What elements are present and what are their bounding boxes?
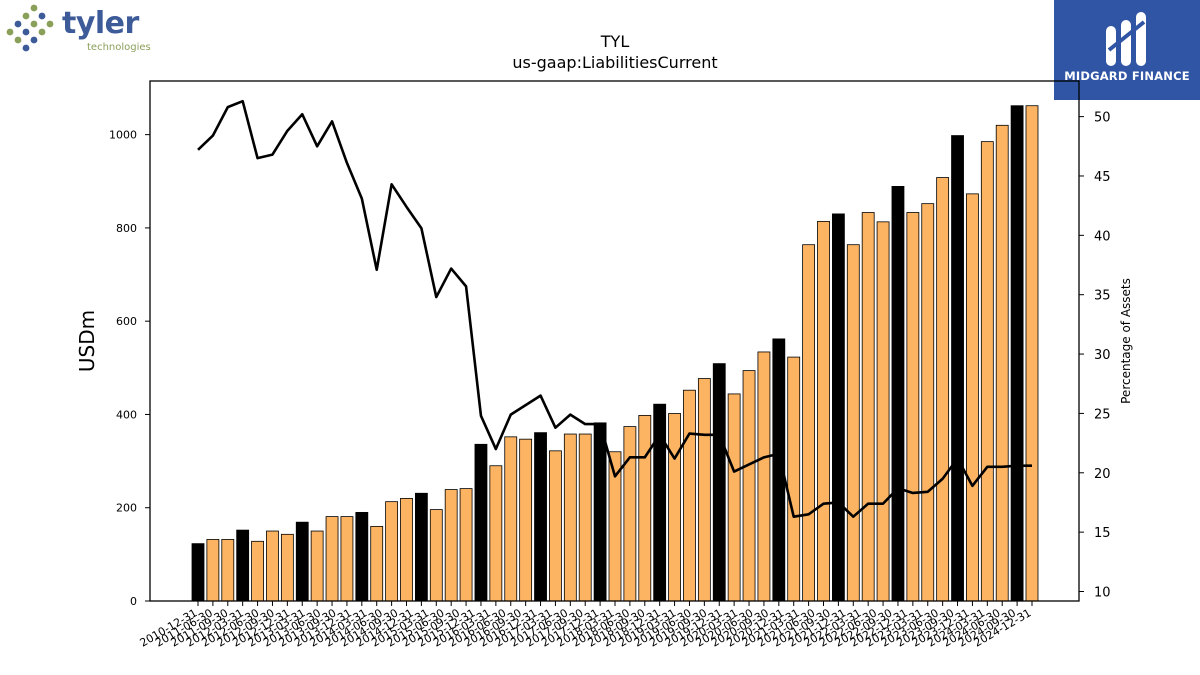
y-tick-label: 0 (130, 595, 137, 608)
bar (876, 221, 890, 602)
bar (385, 501, 399, 602)
y2-tick-label: 35 (1094, 289, 1111, 304)
bar (906, 212, 920, 602)
bar (474, 443, 488, 602)
bar (846, 244, 860, 602)
y2-tick-label: 20 (1094, 467, 1111, 482)
bar (891, 185, 905, 602)
tyler-dot (46, 20, 54, 28)
chart-title: TYL (600, 32, 630, 51)
bar (787, 356, 801, 602)
bar (1010, 105, 1024, 602)
bar (936, 177, 950, 602)
bar (414, 492, 428, 602)
y2-tick-label: 10 (1094, 586, 1111, 601)
bar (921, 203, 935, 602)
tyler-dot (22, 12, 30, 20)
bar (623, 426, 637, 602)
bar (429, 509, 443, 602)
bar (727, 393, 741, 602)
bar (251, 540, 264, 602)
bar (355, 511, 369, 602)
bar (951, 135, 964, 602)
bar (325, 516, 339, 602)
bar (980, 141, 994, 602)
bar (638, 414, 652, 602)
midgard-finance-logo: MIDGARD FINANCE (1054, 0, 1200, 100)
y-tick-label: 400 (116, 408, 137, 421)
y-axis-right: 10 15 20 25 30 35 40 45 50 (1079, 111, 1111, 601)
tyler-subtitle: technologies (87, 42, 151, 53)
midgard-emblem-icon (1106, 12, 1146, 66)
tyler-dot (22, 28, 30, 36)
bar (549, 450, 562, 602)
chart-subtitle: us-gaap:LiabilitiesCurrent (512, 53, 717, 72)
tyler-dot (38, 28, 46, 36)
tyler-dots-icon (6, 4, 54, 52)
y-tick-label: 800 (116, 222, 137, 235)
bar (206, 539, 220, 602)
bar (578, 433, 592, 602)
y-axis-label: USDm (75, 310, 99, 372)
tyler-dot (14, 20, 22, 28)
tyler-dot (22, 44, 30, 52)
bar (712, 363, 726, 602)
bar (370, 525, 384, 602)
tyler-dot (30, 20, 38, 28)
bar (563, 433, 577, 602)
y2-tick-label: 15 (1094, 526, 1111, 541)
bar (266, 530, 279, 602)
bars-group (191, 105, 1039, 602)
tyler-wordmark: tyler (62, 6, 139, 41)
bar (995, 124, 1009, 602)
bar (966, 193, 979, 602)
y2-tick-label: 25 (1094, 407, 1111, 422)
midgard-name: MIDGARD FINANCE (1064, 69, 1190, 83)
y2-tick-label: 40 (1094, 229, 1111, 244)
bar (444, 489, 458, 602)
bar (593, 422, 607, 602)
bar (742, 370, 756, 602)
bar (1025, 105, 1039, 602)
bar (519, 438, 533, 602)
y-tick-label: 200 (116, 502, 137, 515)
bar (817, 220, 830, 602)
bar (831, 213, 845, 602)
tyler-dot (30, 36, 38, 44)
y2-axis-label: Percentage of Assets (1119, 278, 1133, 404)
bar (683, 389, 696, 602)
bar (221, 539, 235, 602)
line-group (197, 99, 1032, 519)
y-axis-left: 0 200 400 600 800 1000 (109, 129, 150, 608)
bar (697, 378, 711, 602)
bar (236, 529, 250, 602)
tyler-dot (6, 28, 14, 36)
bar (280, 533, 294, 602)
bar (757, 351, 771, 602)
bar (504, 436, 518, 602)
y2-tick-label: 50 (1094, 111, 1111, 126)
x-axis: 2010-12-312011-06-302011-09-302012-03-31… (138, 601, 1034, 650)
y-tick-label: 1000 (109, 129, 137, 142)
tyler-logo: tyler technologies (4, 4, 154, 56)
bar (861, 212, 875, 602)
bar (668, 413, 681, 602)
bar (191, 543, 205, 602)
percentage-line (197, 99, 1032, 519)
bar (802, 244, 816, 602)
bar (295, 521, 309, 602)
bar (340, 516, 354, 602)
bar (310, 530, 324, 602)
tyler-dot (14, 36, 22, 44)
bar (459, 488, 473, 602)
bar (489, 465, 503, 602)
y-tick-label: 600 (116, 315, 137, 328)
tyler-dot (30, 4, 38, 12)
bar (400, 497, 413, 602)
bar (534, 432, 547, 602)
y2-tick-label: 30 (1094, 348, 1111, 363)
tyler-dot (38, 12, 46, 20)
y2-tick-label: 45 (1094, 170, 1111, 185)
